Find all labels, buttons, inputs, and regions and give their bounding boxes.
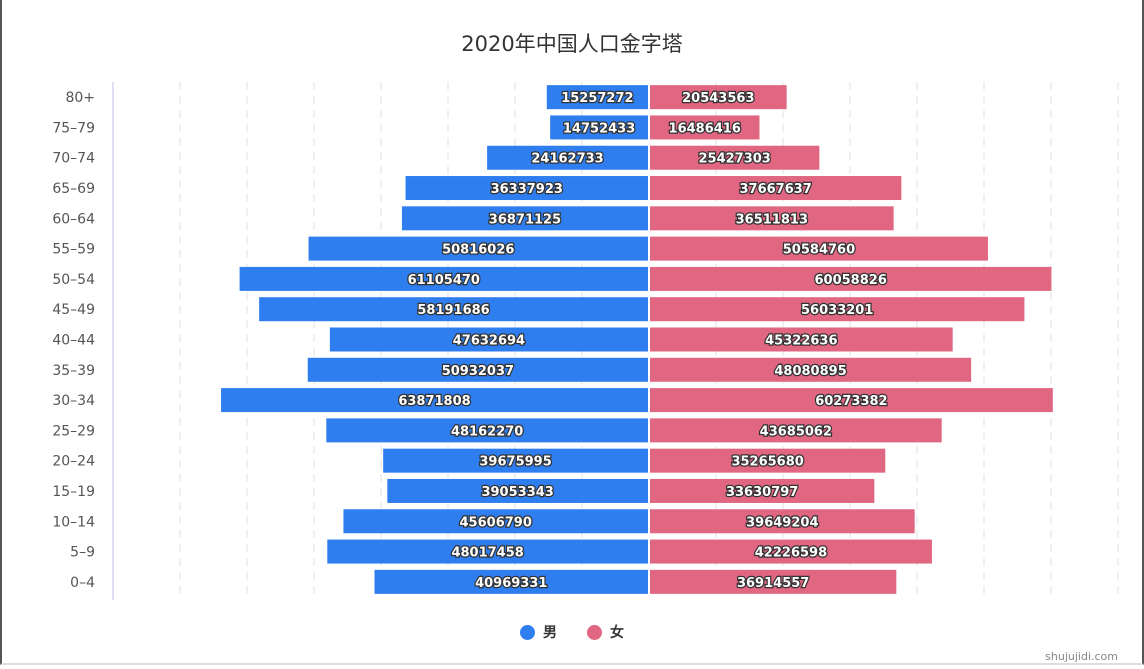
y-tick-label: 0–4 [70, 575, 95, 591]
legend-label-female: 女 [610, 625, 624, 641]
data-label: 50584760 [783, 243, 855, 258]
y-tick-label: 70–74 [52, 151, 95, 167]
legend-dot-male [520, 624, 535, 640]
legend-item-male[interactable]: 男 [520, 622, 557, 642]
data-label: 48017458 [451, 546, 523, 561]
data-label: 39649204 [746, 515, 818, 530]
y-tick-label: 15–19 [52, 484, 95, 500]
legend-item-female[interactable]: 女 [587, 622, 624, 642]
y-tick-label: 45–49 [52, 302, 95, 318]
data-label: 56033201 [801, 303, 873, 318]
bar-female [650, 509, 915, 534]
data-label: 25427303 [698, 152, 770, 167]
bar-male [307, 357, 648, 382]
data-label: 16486416 [669, 121, 741, 136]
data-label: 50816026 [442, 243, 514, 258]
data-label: 20543563 [682, 91, 754, 106]
bar-male [387, 478, 648, 503]
data-label: 63871808 [398, 394, 470, 409]
legend-dot-female [587, 624, 602, 640]
y-tick-label: 65–69 [52, 181, 95, 197]
data-label: 42226598 [755, 546, 827, 561]
bar-female [650, 266, 1052, 291]
bar-male [326, 418, 648, 443]
bar-female [650, 85, 787, 110]
data-label: 15257272 [561, 91, 633, 106]
bar-male [405, 176, 648, 201]
bar-male [221, 388, 648, 413]
chart-title: 2020年中国人口金字塔 [461, 32, 683, 56]
bar-female [650, 176, 902, 201]
bar-female [650, 297, 1025, 322]
legend-label-male: 男 [543, 625, 557, 641]
data-label: 61105470 [408, 273, 480, 288]
bar-male [550, 115, 648, 140]
bar-female [650, 115, 760, 140]
legend: 男 女 [0, 622, 1144, 642]
y-tick-label: 20–24 [52, 454, 95, 470]
bar-male [343, 509, 648, 534]
y-tick-label: 80+ [65, 90, 95, 106]
bar-female [650, 448, 886, 473]
bar-male [374, 569, 648, 594]
bar-male [401, 206, 648, 231]
data-label: 60058826 [815, 273, 887, 288]
bar-female [650, 145, 820, 170]
data-label: 39053343 [481, 485, 553, 500]
bar-male [259, 297, 648, 322]
bar-male [308, 236, 648, 261]
data-label: 58191686 [417, 303, 489, 318]
data-label: 47632694 [453, 334, 525, 349]
data-label: 36914557 [737, 576, 809, 591]
bar-male [239, 266, 648, 291]
data-label: 35265680 [731, 455, 803, 470]
data-label: 24162733 [531, 152, 603, 167]
data-label: 33630797 [726, 485, 798, 500]
data-label: 43685062 [760, 424, 832, 439]
data-label: 14752433 [563, 121, 635, 136]
data-label: 39675995 [479, 455, 551, 470]
bar-female [650, 569, 897, 594]
data-label: 45322636 [765, 334, 837, 349]
bar-female [650, 388, 1053, 413]
bar-female [650, 539, 932, 564]
data-label: 48162270 [451, 424, 523, 439]
bar-female [650, 236, 988, 261]
y-tick-label: 50–54 [52, 272, 95, 288]
data-label: 50932037 [442, 364, 514, 379]
y-tick-label: 30–34 [52, 393, 95, 409]
y-tick-label: 60–64 [52, 211, 95, 227]
data-label: 36337923 [491, 182, 563, 197]
y-tick-label: 5–9 [70, 545, 95, 561]
y-tick-label: 55–59 [52, 242, 95, 258]
bar-female [650, 478, 875, 503]
watermark: shujujidi.com [1045, 650, 1118, 663]
data-label: 45606790 [460, 515, 532, 530]
data-label: 60273382 [815, 394, 887, 409]
data-label: 36511813 [736, 212, 808, 227]
bar-female [650, 418, 942, 443]
y-tick-label: 75–79 [52, 120, 95, 136]
bar-male [327, 539, 648, 564]
y-tick-label: 10–14 [52, 514, 95, 530]
bar-male [383, 448, 648, 473]
bar-male [546, 85, 648, 110]
bar-female [650, 206, 894, 231]
bar-male [487, 145, 648, 170]
data-label: 36871125 [489, 212, 561, 227]
bar-female [650, 357, 972, 382]
bar-female [650, 327, 953, 352]
y-tick-label: 25–29 [52, 423, 95, 439]
data-label: 37667637 [739, 182, 811, 197]
y-tick-label: 40–44 [52, 333, 95, 349]
data-label: 48080895 [774, 364, 846, 379]
bar-male [329, 327, 648, 352]
y-tick-label: 35–39 [52, 363, 95, 379]
data-label: 40969331 [475, 576, 547, 591]
